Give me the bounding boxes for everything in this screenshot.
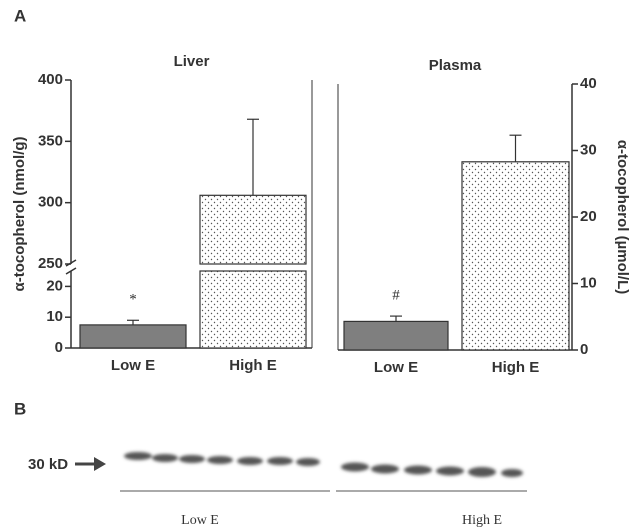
x-tick-label: High E: [492, 359, 540, 376]
y-tick-label: 0: [580, 341, 588, 358]
arrow-head: [94, 457, 106, 471]
y-tick-label: 300: [38, 194, 63, 211]
figure: A B Liver α-tocopherol (nmol/g) 0 10 20 250 30…: [0, 0, 637, 531]
bar: [462, 162, 569, 350]
group-label: High E: [462, 513, 502, 528]
marker-label: 30 kD: [28, 456, 68, 473]
y-tick-label: 0: [55, 339, 63, 356]
y-tick-label: 40: [580, 75, 597, 92]
x-tick-label: Low E: [374, 359, 418, 376]
y-tick-label: 400: [38, 71, 63, 88]
y-tick-label: 30: [580, 141, 597, 158]
y-axis-label: α-tocopherol (µmol/L): [614, 140, 631, 295]
x-tick-label: Low E: [111, 357, 155, 374]
y-axis-label: α-tocopherol (nmol/g): [11, 136, 28, 291]
y-tick-label: 10: [580, 274, 597, 291]
panel-label: B: [14, 399, 26, 418]
group-label: Low E: [181, 513, 219, 528]
blot: [124, 452, 523, 477]
bar: [200, 195, 306, 264]
chart-title: Liver: [174, 53, 210, 70]
annotation: #: [392, 288, 400, 304]
bar: [344, 321, 448, 350]
y-tick-label: 10: [46, 308, 63, 325]
y-tick-label: 20: [46, 277, 63, 294]
y-tick-label: 250: [38, 255, 63, 272]
annotation: *: [129, 292, 137, 308]
y-tick-label: 20: [580, 208, 597, 225]
y-tick-label: 350: [38, 132, 63, 149]
bar: [80, 325, 186, 348]
x-tick-label: High E: [229, 357, 277, 374]
chart-title: Plasma: [429, 57, 482, 74]
panel-label: A: [14, 6, 26, 25]
bar: [200, 271, 306, 348]
